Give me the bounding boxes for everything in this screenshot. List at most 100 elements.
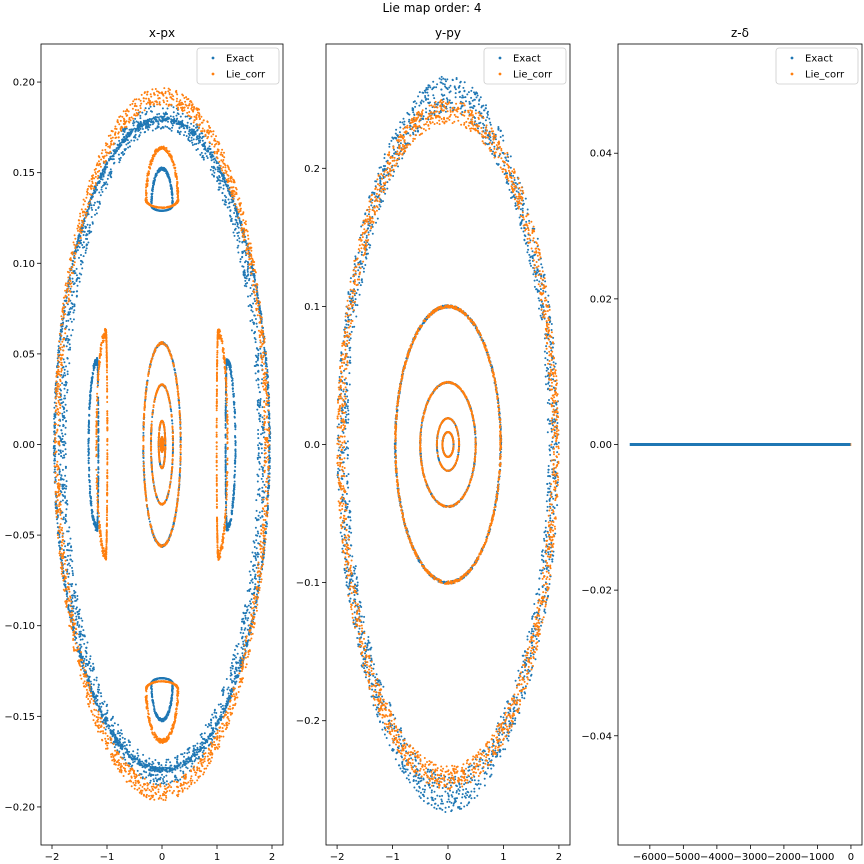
- data-point: [225, 201, 228, 204]
- data-point: [254, 526, 257, 529]
- data-point: [70, 549, 73, 552]
- data-point: [230, 662, 233, 664]
- data-point: [257, 433, 260, 435]
- data-point: [80, 645, 83, 648]
- data-point: [64, 513, 67, 516]
- data-point: [57, 349, 60, 352]
- data-point: [87, 461, 90, 464]
- data-point: [95, 360, 98, 363]
- data-point: [104, 728, 107, 731]
- data-point: [187, 138, 190, 140]
- data-point: [63, 394, 66, 397]
- data-point: [211, 155, 214, 158]
- data-point: [262, 469, 265, 472]
- data-point: [256, 404, 259, 407]
- data-point: [67, 575, 70, 578]
- data-point: [149, 767, 152, 770]
- data-point: [196, 742, 199, 745]
- data-point: [165, 112, 168, 115]
- data-point: [60, 429, 63, 432]
- data-point: [78, 608, 81, 611]
- data-point: [180, 124, 183, 126]
- data-point: [85, 651, 88, 653]
- data-point: [257, 542, 260, 545]
- data-point: [179, 130, 182, 133]
- data-point: [151, 123, 154, 126]
- data-point: [80, 625, 83, 628]
- data-point: [235, 644, 238, 647]
- data-point: [62, 478, 65, 481]
- data-point: [148, 520, 151, 523]
- data-point: [92, 364, 95, 367]
- data-point: [178, 133, 181, 136]
- data-point: [259, 401, 262, 404]
- data-point: [256, 555, 259, 558]
- data-point: [128, 128, 131, 131]
- data-point: [70, 320, 73, 323]
- data-point: [236, 239, 239, 242]
- data-point: [216, 180, 219, 183]
- data-point: [89, 197, 92, 199]
- data-point: [78, 272, 81, 275]
- data-point: [179, 761, 182, 764]
- data-point: [110, 718, 113, 720]
- data-point: [156, 113, 159, 116]
- data-point: [210, 159, 213, 162]
- data-point: [99, 175, 102, 177]
- data-point: [59, 463, 62, 466]
- data-point: [218, 170, 221, 173]
- data-point: [101, 171, 104, 174]
- data-point: [254, 577, 257, 580]
- data-point: [64, 381, 67, 384]
- data-point: [62, 401, 65, 404]
- data-point: [224, 199, 227, 202]
- data-point: [78, 256, 80, 259]
- data-point: [63, 387, 66, 390]
- data-point: [243, 284, 246, 287]
- data-point: [53, 468, 56, 471]
- data-point: [110, 176, 113, 179]
- data-point: [252, 288, 255, 291]
- data-point: [168, 767, 170, 770]
- data-point: [148, 772, 151, 775]
- data-point: [260, 425, 263, 428]
- data-point: [81, 267, 84, 270]
- data-point: [93, 522, 96, 525]
- data-point: [112, 158, 115, 161]
- data-point: [105, 181, 108, 184]
- data-point: [67, 554, 69, 557]
- data-point: [79, 638, 82, 641]
- data-point: [101, 713, 104, 716]
- data-point: [238, 240, 241, 243]
- data-point: [97, 471, 100, 474]
- data-point: [257, 514, 260, 517]
- data-point: [258, 456, 261, 459]
- data-point: [124, 128, 127, 131]
- data-point: [75, 280, 78, 282]
- data-point: [201, 744, 204, 746]
- data-point: [178, 122, 181, 125]
- data-point: [263, 449, 266, 452]
- data-point: [64, 585, 67, 588]
- data-point: [244, 605, 247, 608]
- data-point: [185, 135, 188, 137]
- data-point: [262, 500, 265, 503]
- data-point: [94, 209, 97, 211]
- data-point: [88, 226, 91, 229]
- data-point: [127, 762, 130, 765]
- data-point: [103, 700, 106, 703]
- data-point: [137, 754, 140, 757]
- data-point: [74, 612, 77, 615]
- data-point: [74, 272, 77, 275]
- data-point: [100, 695, 103, 698]
- data-point: [86, 641, 89, 644]
- data-point: [110, 172, 113, 175]
- data-point: [267, 486, 270, 488]
- data-point: [122, 133, 125, 136]
- data-point: [84, 662, 87, 665]
- data-point: [73, 592, 76, 595]
- data-point: [71, 572, 74, 575]
- data-point: [245, 611, 248, 614]
- data-point: [256, 551, 259, 554]
- data-point: [64, 518, 67, 521]
